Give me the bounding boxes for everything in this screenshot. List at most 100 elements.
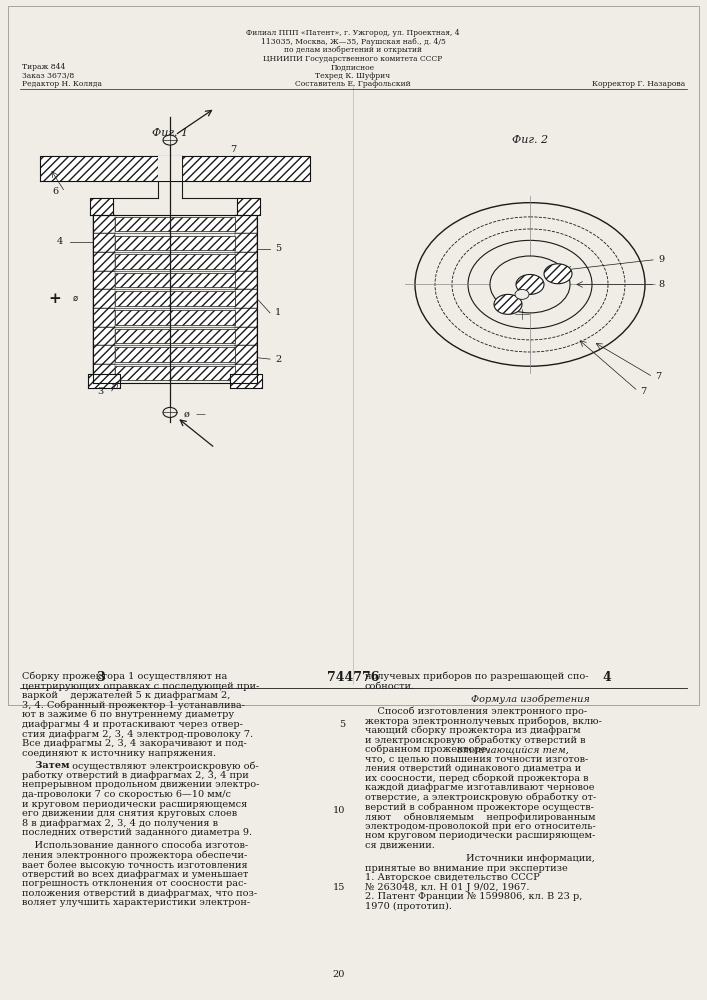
Bar	[93, 345, 115, 364]
Text: вает более высокую точность изготовления: вает более высокую точность изготовления	[22, 860, 247, 870]
Text: что, с целью повышения точности изготов-: что, с целью повышения точности изготов-	[365, 754, 588, 763]
Text: собранном прожекторе,: собранном прожекторе,	[365, 745, 493, 754]
Text: 7: 7	[640, 387, 646, 396]
Text: 15: 15	[332, 883, 345, 892]
Bar	[93, 308, 115, 327]
Bar	[93, 215, 115, 233]
Text: ся движении.: ся движении.	[365, 841, 435, 850]
Bar	[115, 236, 235, 250]
Text: Все диафрагмы 2, 3, 4 закорачивают и под-: Все диафрагмы 2, 3, 4 закорачивают и под…	[22, 739, 247, 748]
Text: 3, 4. Собранный прожектор 1 устанавлива-: 3, 4. Собранный прожектор 1 устанавлива-	[22, 701, 245, 710]
Bar	[235, 215, 257, 233]
Text: и электроискровую обработку отверстий в: и электроискровую обработку отверстий в	[365, 735, 585, 745]
Text: и круговом периодически расширяющемся: и круговом периодически расширяющемся	[22, 800, 247, 809]
Text: № 263048, кл. Н 01 J 9/02, 1967.: № 263048, кл. Н 01 J 9/02, 1967.	[365, 883, 530, 892]
Text: воляет улучшить характеристики электрон-: воляет улучшить характеристики электрон-	[22, 898, 250, 907]
Text: соединяют к источнику напряжения.: соединяют к источнику напряжения.	[22, 749, 216, 758]
Text: ют в зажиме 6 по внутреннему диаметру: ют в зажиме 6 по внутреннему диаметру	[22, 710, 234, 719]
Text: ляют    обновляемым    непрофилированным: ляют обновляемым непрофилированным	[365, 812, 595, 822]
Circle shape	[515, 289, 529, 299]
Bar	[115, 347, 235, 362]
Text: Филиал ППП «Патент», г. Ужгород, ул. Проектная, 4: Филиал ППП «Патент», г. Ужгород, ул. Про…	[246, 29, 460, 37]
Text: Затем: Затем	[22, 761, 69, 770]
Text: Способ изготовления электронного про-: Способ изготовления электронного про-	[365, 706, 587, 716]
Bar	[158, 156, 182, 181]
Circle shape	[163, 135, 177, 145]
Text: 9: 9	[658, 255, 664, 264]
Bar	[115, 254, 235, 269]
Text: +: +	[49, 292, 62, 306]
Text: положения отверстий в диафрагмах, что поз-: положения отверстий в диафрагмах, что по…	[22, 889, 257, 898]
Text: 8: 8	[658, 280, 664, 289]
Text: 20: 20	[332, 970, 345, 979]
Bar	[230, 374, 262, 388]
Bar	[235, 364, 257, 383]
Text: Сборку прожектора 1 осуществляют на: Сборку прожектора 1 осуществляют на	[22, 672, 227, 681]
Text: их соосности, перед сборкой прожектора в: их соосности, перед сборкой прожектора в	[365, 774, 588, 783]
Text: Техред К. Шуфрич: Техред К. Шуфрич	[315, 72, 390, 80]
Text: варкой    держателей 5 к диафрагмам 2,: варкой держателей 5 к диафрагмам 2,	[22, 691, 230, 700]
Bar	[93, 289, 115, 308]
Text: Тираж 844: Тираж 844	[22, 63, 65, 71]
Text: Подписное: Подписное	[331, 63, 375, 71]
Text: собности.: собности.	[365, 682, 415, 691]
Bar	[115, 310, 235, 325]
Bar	[235, 345, 257, 364]
Text: 1970 (прототип).: 1970 (прототип).	[365, 902, 452, 911]
Bar	[235, 252, 257, 271]
Text: 3: 3	[97, 387, 103, 396]
Text: осуществляют электроискровую об-: осуществляют электроискровую об-	[69, 761, 259, 771]
Text: 1: 1	[275, 308, 281, 317]
Bar	[90, 198, 113, 215]
Text: Корректор Г. Назарова: Корректор Г. Назарова	[592, 80, 685, 88]
Text: 4: 4	[57, 237, 63, 246]
Bar	[115, 273, 235, 287]
Text: работку отверстий в диафрагмах 2, 3, 4 при: работку отверстий в диафрагмах 2, 3, 4 п…	[22, 771, 249, 780]
Bar	[235, 271, 257, 289]
Text: 5: 5	[275, 244, 281, 253]
Text: 4: 4	[602, 671, 612, 684]
Text: диафрагмы 4 и протаскивают через отвер-: диафрагмы 4 и протаскивают через отвер-	[22, 720, 243, 729]
Text: центрирующих оправках с последующей при-: центрирующих оправках с последующей при-	[22, 682, 259, 691]
Bar	[235, 327, 257, 345]
Bar	[115, 291, 235, 306]
Bar	[115, 217, 235, 231]
Text: нолучевых приборов по разрешающей спо-: нолучевых приборов по разрешающей спо-	[365, 672, 588, 681]
Bar	[237, 198, 260, 215]
Bar	[235, 308, 257, 327]
Text: 2. Патент Франции № 1599806, кл. В 23 р,: 2. Патент Франции № 1599806, кл. В 23 р,	[365, 892, 583, 901]
Text: принятые во внимание при экспертизе: принятые во внимание при экспертизе	[365, 864, 568, 873]
Bar	[93, 327, 115, 345]
Text: 744776: 744776	[327, 671, 379, 684]
Text: жектора электроннолучевых приборов, вклю-: жектора электроннолучевых приборов, вклю…	[365, 716, 602, 726]
Text: ления электронного прожектора обеспечи-: ления электронного прожектора обеспечи-	[22, 850, 247, 860]
Bar	[93, 233, 115, 252]
Circle shape	[494, 294, 522, 314]
Text: Фиг. 2: Фиг. 2	[512, 135, 548, 145]
Text: 6: 6	[52, 187, 58, 196]
Text: 3: 3	[95, 671, 105, 684]
Text: ЦНИИПИ Государственного комитета СССР: ЦНИИПИ Государственного комитета СССР	[263, 55, 443, 63]
Bar	[93, 252, 115, 271]
Bar	[93, 271, 115, 289]
Bar	[88, 374, 120, 388]
Text: 8 в диафрагмах 2, 3, 4 до получения в: 8 в диафрагмах 2, 3, 4 до получения в	[22, 819, 218, 828]
Text: 2: 2	[275, 355, 281, 364]
Text: Формула изобретения: Формула изобретения	[471, 695, 590, 704]
Text: ном круговом периодически расширяющем-: ном круговом периодически расширяющем-	[365, 831, 595, 840]
Text: непрерывном продольном движении электро-: непрерывном продольном движении электро-	[22, 780, 259, 789]
Text: чающий сборку прожектора из диафрагм: чающий сборку прожектора из диафрагм	[365, 726, 580, 735]
Text: верстий в собранном прожекторе осуществ-: верстий в собранном прожекторе осуществ-	[365, 802, 594, 812]
Bar	[40, 156, 310, 181]
Text: 7: 7	[535, 279, 542, 288]
Text: ления отверстий одинакового диаметра и: ления отверстий одинакового диаметра и	[365, 764, 581, 773]
Text: Фиг. 1: Фиг. 1	[152, 128, 188, 138]
Text: последних отверстий заданного диаметра 9.: последних отверстий заданного диаметра 9…	[22, 828, 252, 837]
Text: 113035, Москва, Ж—35, Раушская наб., д. 4/5: 113035, Москва, Ж—35, Раушская наб., д. …	[261, 38, 445, 46]
Bar	[235, 233, 257, 252]
Text: его движении для снятия круговых слоев: его движении для снятия круговых слоев	[22, 809, 237, 818]
Text: Источники информации,: Источники информации,	[466, 854, 595, 863]
Text: ø  —: ø —	[184, 410, 206, 419]
Text: электродом-проволокой при его относитель-: электродом-проволокой при его относитель…	[365, 822, 596, 831]
Bar	[115, 366, 235, 380]
